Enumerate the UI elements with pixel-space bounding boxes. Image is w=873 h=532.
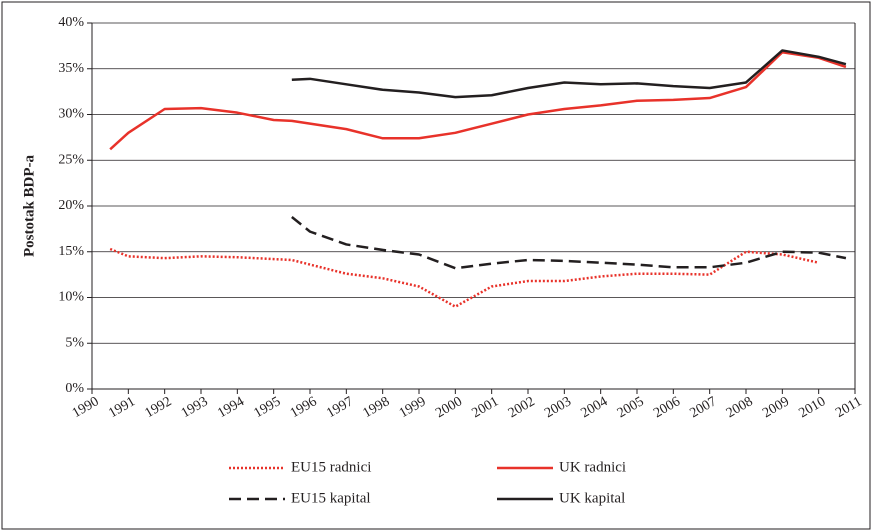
x-tick-label: 1997 <box>324 394 356 421</box>
x-tick-label: 1999 <box>397 394 429 421</box>
y-tick-label: 20% <box>58 198 84 213</box>
series-line <box>291 49 847 99</box>
x-tick-label: 2004 <box>579 394 611 421</box>
legend-label: UK kapital <box>559 490 625 506</box>
x-tick-label: 2007 <box>688 394 720 421</box>
x-tick-label: 1996 <box>288 394 320 421</box>
x-tick-label: 1990 <box>70 394 102 421</box>
y-tick-label: 0% <box>65 381 84 396</box>
y-tick-label: 40% <box>58 15 84 30</box>
x-tick-label: 2011 <box>833 394 864 421</box>
y-tick-label: 35% <box>58 61 84 76</box>
x-tick-label: 1998 <box>361 394 393 421</box>
x-tick-label: 1995 <box>252 394 284 421</box>
x-tick-label: 1991 <box>106 394 138 421</box>
x-tick-label: 2009 <box>760 394 792 421</box>
x-tick-label: 2003 <box>542 394 574 421</box>
series-line <box>109 51 847 151</box>
legend-label: EU15 kapital <box>291 490 371 506</box>
y-tick-label: 15% <box>58 244 84 259</box>
series-line <box>109 247 819 308</box>
x-tick-label: 2005 <box>615 394 647 421</box>
x-tick-label: 2006 <box>651 394 683 421</box>
x-tick-label: 1992 <box>143 394 175 421</box>
y-tick-label: 25% <box>58 152 84 167</box>
y-axis-label: Postotak BDP-a <box>21 154 37 257</box>
y-tick-label: 30% <box>58 107 84 122</box>
legend-label: EU15 radnici <box>291 459 371 475</box>
x-tick-label: 2010 <box>797 394 829 421</box>
x-tick-label: 2000 <box>433 394 465 421</box>
y-tick-label: 5% <box>65 335 84 350</box>
x-tick-label: 2001 <box>470 394 502 421</box>
x-tick-label: 1993 <box>179 394 211 421</box>
x-tick-label: 1994 <box>215 394 247 421</box>
series-line <box>291 216 847 270</box>
x-tick-label: 2008 <box>724 394 756 421</box>
y-tick-label: 10% <box>58 290 84 305</box>
legend-label: UK radnici <box>559 459 626 475</box>
x-tick-label: 2002 <box>506 394 538 421</box>
